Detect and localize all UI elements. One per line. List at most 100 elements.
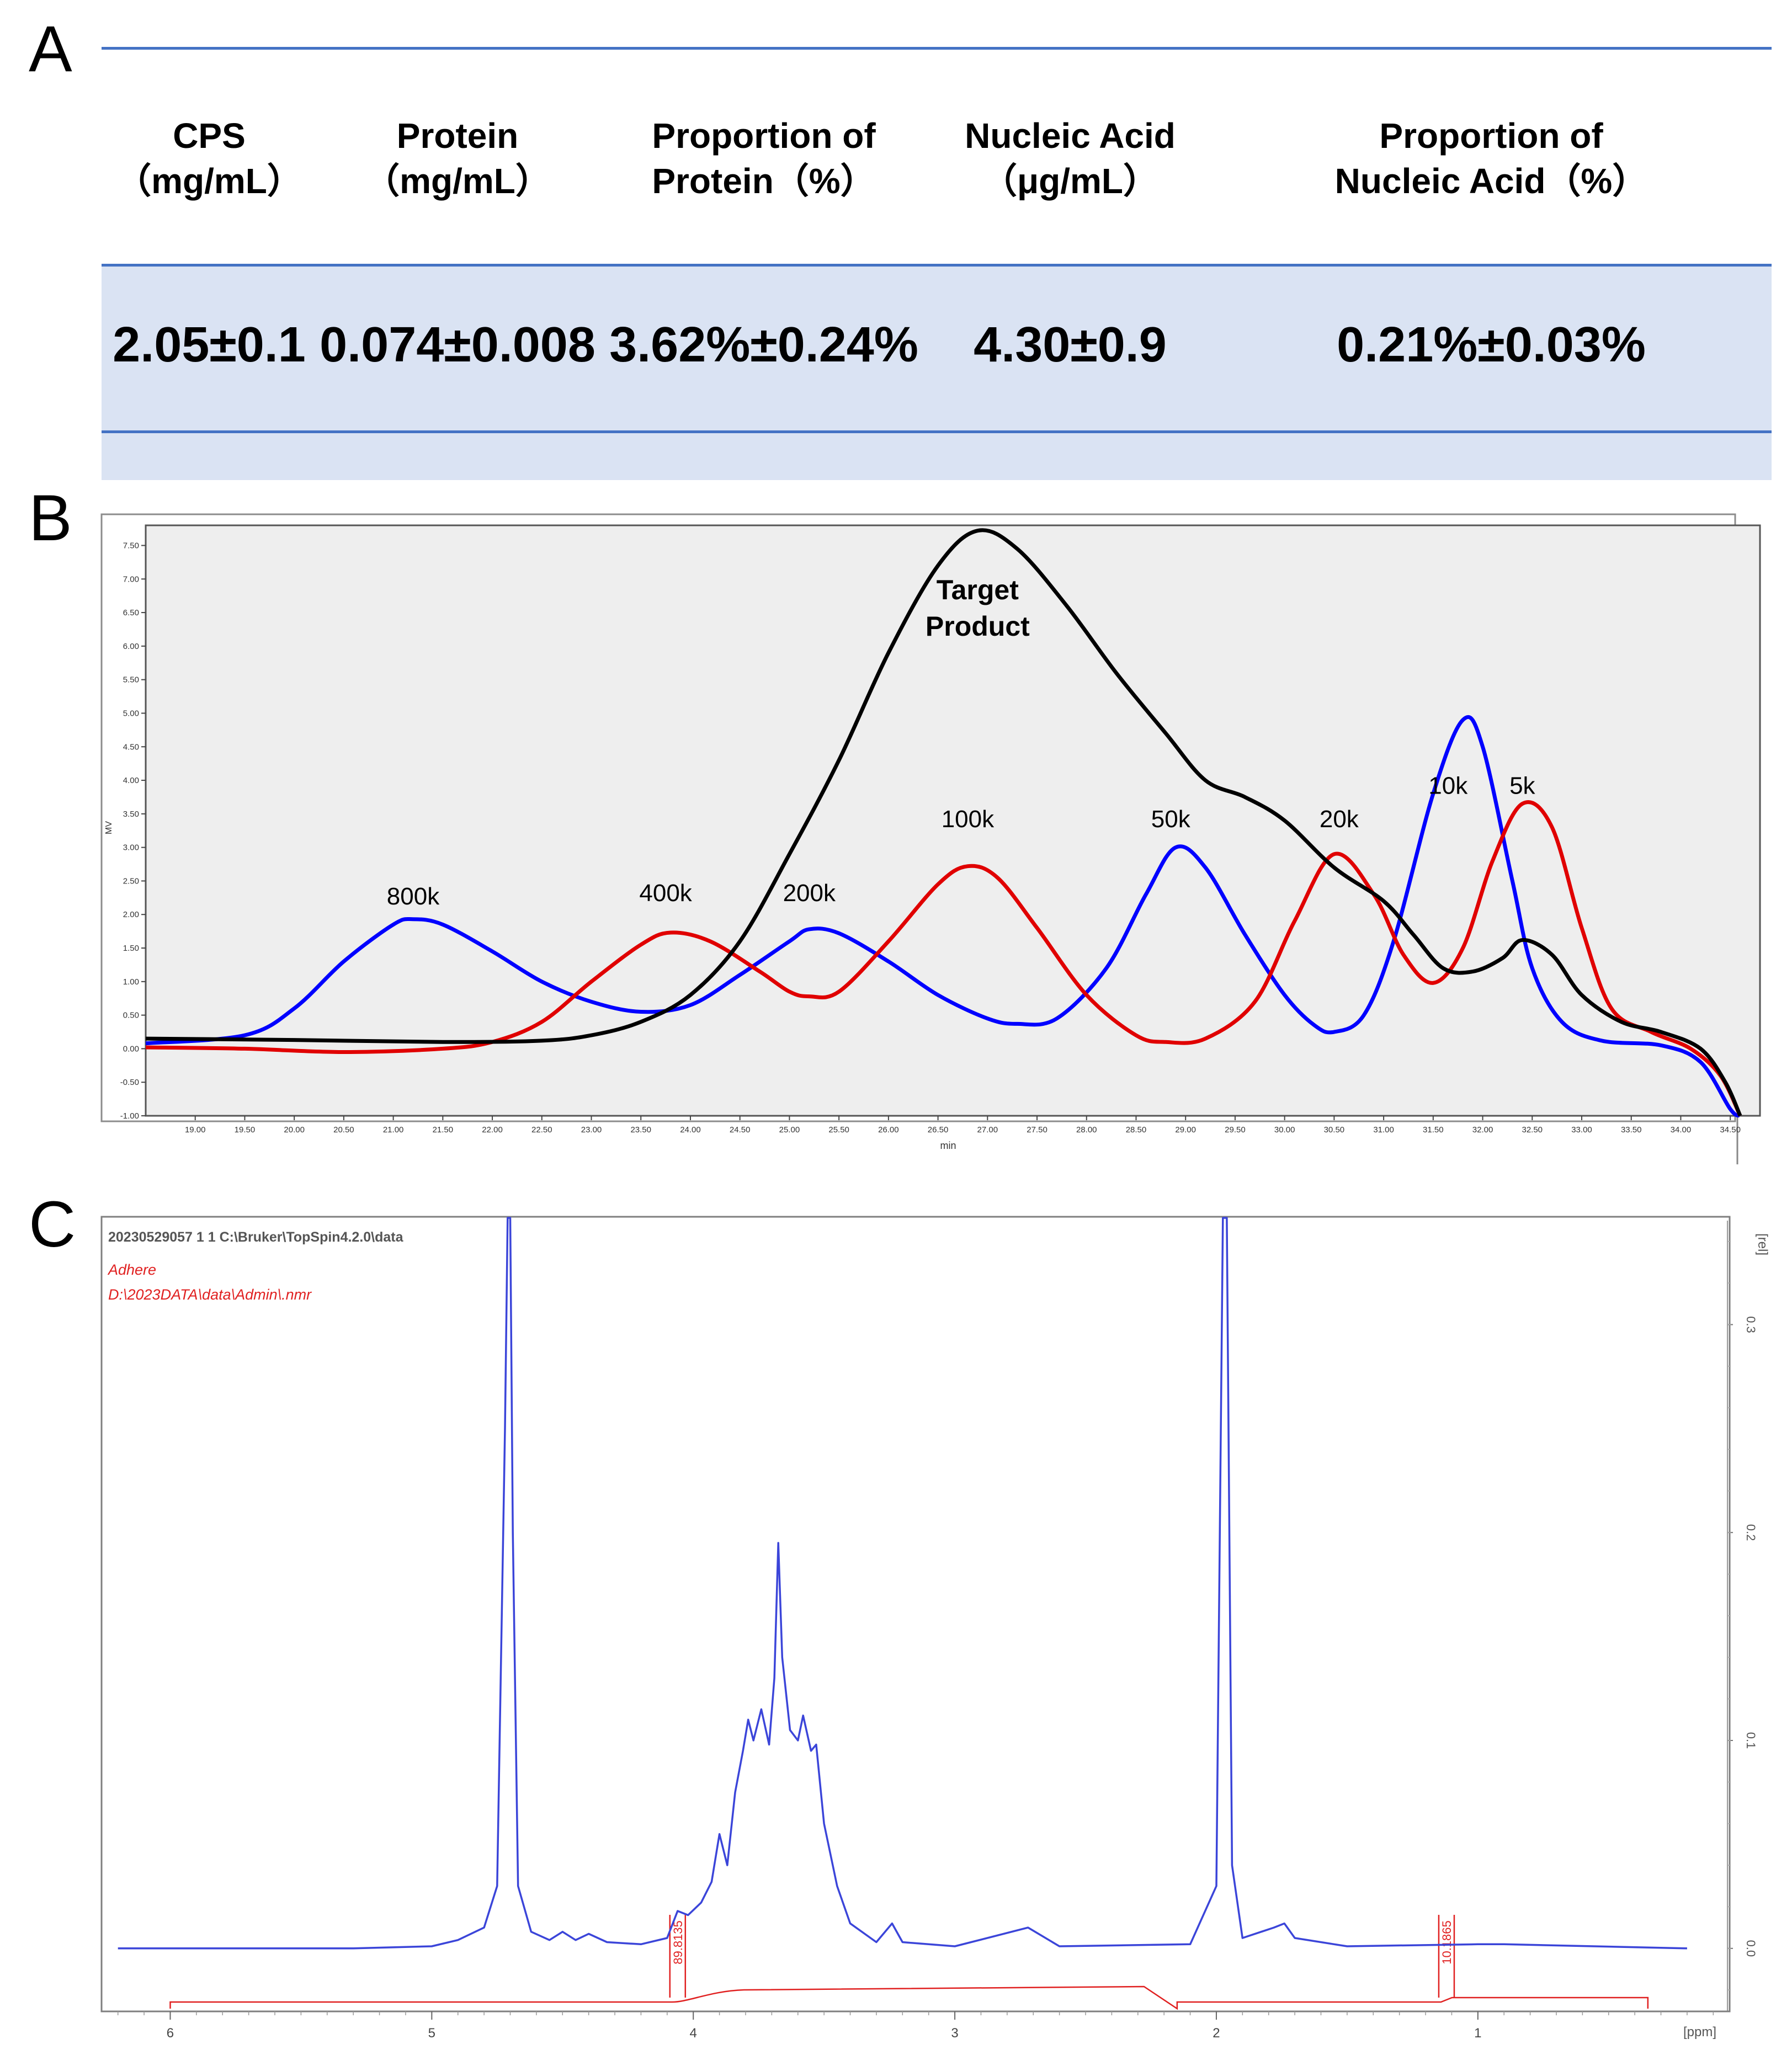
gpc-xtick-label: 20.50 xyxy=(333,1125,354,1135)
gpc-xtick-label: 30.00 xyxy=(1274,1125,1295,1135)
gpc-annotation-50k: 50k xyxy=(1151,806,1191,833)
nmr-y-axis-label: [rel] xyxy=(1755,1233,1770,1255)
nmr-xtick-label: 1 xyxy=(1474,2026,1481,2041)
nmr-xtick-label: 5 xyxy=(428,2026,435,2041)
gpc-ytick-label: 0.50 xyxy=(123,1011,139,1020)
gpc-series-blue xyxy=(145,715,1742,1118)
gpc-ytick-label: 4.00 xyxy=(123,776,139,785)
gpc-xtick-label: 31.50 xyxy=(1423,1125,1444,1135)
gpc-ytick-label: -1.00 xyxy=(120,1111,139,1121)
gpc-ytick-label: 7.50 xyxy=(123,541,139,550)
nmr-integral-label: 89.8135 xyxy=(671,1920,685,1964)
gpc-annotation-400k: 400k xyxy=(639,880,692,907)
gpc-xtick-label: 19.00 xyxy=(185,1125,206,1135)
nmr-subtitle-sample: Adhere xyxy=(107,1261,156,1278)
nmr-ytick-label: 0.1 xyxy=(1744,1732,1758,1749)
table-bottom-rule xyxy=(102,430,1772,433)
header-protein-line1: Protein xyxy=(396,116,519,156)
gpc-xtick-label: 32.50 xyxy=(1522,1125,1543,1135)
gpc-ytick-label: 2.50 xyxy=(123,876,139,886)
gpc-annotation-10k: 10k xyxy=(1428,772,1468,799)
gpc-ytick-label: 4.50 xyxy=(123,742,139,752)
header-cps: CPS （mg/mL） xyxy=(102,113,317,204)
gpc-series-red xyxy=(145,800,1742,1117)
gpc-xtick-label: 23.50 xyxy=(630,1125,651,1135)
header-cps-line1: CPS xyxy=(173,116,246,156)
nmr-xtick-label: 4 xyxy=(690,2026,697,2041)
gpc-y-axis-label: MV xyxy=(104,821,114,834)
gpc-xtick-label: 29.50 xyxy=(1225,1125,1246,1135)
gpc-xtick-label: 25.50 xyxy=(828,1125,849,1135)
gpc-annotation-200k: 200k xyxy=(783,880,836,907)
composition-table: CPS （mg/mL） Protein （mg/mL） Proportion o… xyxy=(102,47,1772,480)
gpc-ytick-label: 1.50 xyxy=(123,944,139,953)
gpc-xtick-label: 24.50 xyxy=(730,1125,751,1135)
value-nucleic-acid-proportion: 0.21%±0.03% xyxy=(1337,317,1646,372)
gpc-xtick-label: 26.50 xyxy=(928,1125,949,1135)
header-protein-line2: （mg/mL） xyxy=(364,161,551,201)
gpc-xtick-label: 27.50 xyxy=(1027,1125,1047,1135)
header-nucleic-acid-proportion-line2: Nucleic Acid（%） xyxy=(1334,161,1648,201)
gpc-xtick-label: 28.00 xyxy=(1076,1125,1097,1135)
nmr-subtitle-path: D:\2023DATA\data\Admin\.nmr xyxy=(108,1286,312,1303)
gpc-ytick-label: 2.00 xyxy=(123,910,139,919)
gpc-plot-area xyxy=(145,524,1761,1117)
header-nucleic-acid-line1: Nucleic Acid xyxy=(965,116,1176,156)
nmr-x-axis-label: [ppm] xyxy=(1683,2025,1716,2040)
gpc-ytick-label: 7.00 xyxy=(123,574,139,584)
gpc-xtick-label: 32.00 xyxy=(1472,1125,1493,1135)
gpc-target-label-line1: Target xyxy=(937,574,1019,605)
nmr-spectrum-line xyxy=(118,1217,1687,1950)
gpc-ytick-label: 5.00 xyxy=(123,709,139,718)
gpc-xtick-label: 24.00 xyxy=(680,1125,701,1135)
header-protein-proportion-line2: Protein（%） xyxy=(652,161,876,201)
header-nucleic-acid-proportion: Proportion of Nucleic Acid（%） xyxy=(1211,113,1772,204)
gpc-xtick-label: 33.00 xyxy=(1571,1125,1592,1135)
header-protein-proportion-line1: Proportion of xyxy=(652,116,876,156)
gpc-xtick-label: 33.50 xyxy=(1621,1125,1642,1135)
gpc-xtick-label: 26.00 xyxy=(878,1125,899,1135)
nmr-xtick-label: 2 xyxy=(1213,2026,1220,2041)
gpc-x-axis-label: min xyxy=(940,1140,956,1151)
panel-label-b: B xyxy=(29,482,72,555)
gpc-xtick-label: 23.00 xyxy=(581,1125,602,1135)
nmr-xtick-label: 3 xyxy=(951,2026,958,2041)
gpc-annotation-100k: 100k xyxy=(942,806,995,833)
gpc-xtick-label: 29.00 xyxy=(1175,1125,1196,1135)
nmr-ytick-label: 0.3 xyxy=(1744,1316,1758,1333)
header-cps-line2: （mg/mL） xyxy=(116,161,302,201)
gpc-xtick-label: 21.50 xyxy=(433,1125,454,1135)
nmr-ytick-label: 0.2 xyxy=(1744,1524,1758,1541)
gpc-ytick-label: 6.50 xyxy=(123,608,139,617)
nmr-integral-trace xyxy=(169,1985,1649,2010)
nmr-title: 20230529057 1 1 C:\Bruker\TopSpin4.2.0\d… xyxy=(108,1229,404,1245)
value-cps: 2.05±0.1 xyxy=(113,317,306,372)
nmr-xtick-label: 6 xyxy=(167,2026,174,2041)
gpc-annotation-5k: 5k xyxy=(1509,772,1535,799)
gpc-xtick-label: 34.00 xyxy=(1671,1125,1692,1135)
header-protein-proportion: Proportion of Protein（%） xyxy=(598,113,929,204)
gpc-xtick-label: 30.50 xyxy=(1324,1125,1345,1135)
gpc-xtick-label: 27.00 xyxy=(977,1125,998,1135)
gpc-xtick-label: 34.50 xyxy=(1720,1125,1741,1135)
value-nucleic-acid: 4.30±0.9 xyxy=(974,317,1167,372)
header-nucleic-acid-line2: （μg/mL） xyxy=(981,161,1159,201)
header-nucleic-acid: Nucleic Acid （μg/mL） xyxy=(929,113,1211,204)
gpc-xtick-label: 31.00 xyxy=(1373,1125,1394,1135)
gpc-xtick-label: 19.50 xyxy=(235,1125,256,1135)
gpc-xtick-label: 25.00 xyxy=(779,1125,800,1135)
gpc-ytick-label: 5.50 xyxy=(123,675,139,685)
gpc-annotation-20k: 20k xyxy=(1320,806,1359,833)
panel-label-c: C xyxy=(29,1188,76,1261)
gpc-ytick-label: 3.50 xyxy=(123,810,139,819)
gpc-ytick-label: 3.00 xyxy=(123,843,139,853)
table-top-rule xyxy=(102,47,1772,50)
header-nucleic-acid-proportion-line1: Proportion of xyxy=(1379,116,1603,156)
nmr-ytick-label: 0.0 xyxy=(1744,1940,1758,1957)
gpc-xtick-label: 20.00 xyxy=(284,1125,305,1135)
gpc-xtick-label: 22.50 xyxy=(531,1125,552,1135)
gpc-xtick-label: 28.50 xyxy=(1126,1125,1147,1135)
gpc-ytick-label: 6.00 xyxy=(123,642,139,651)
